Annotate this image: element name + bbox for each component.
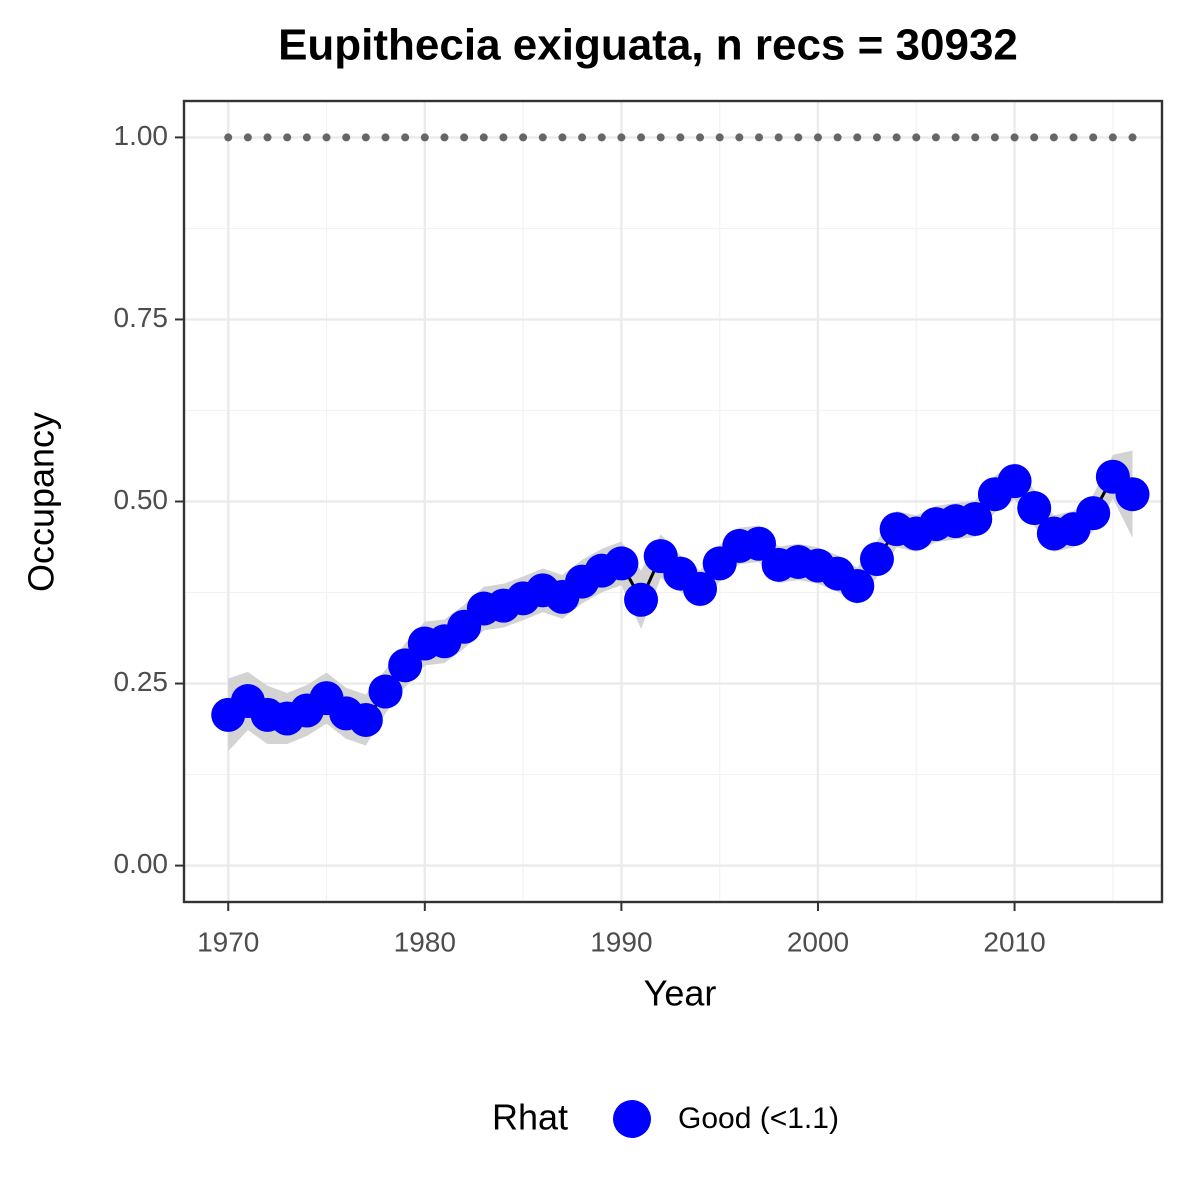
data-point (604, 546, 639, 581)
data-point (683, 571, 718, 606)
reference-dot (872, 133, 881, 142)
y-tick-label: 0.50 (114, 484, 169, 515)
x-axis-label: Year (644, 973, 717, 1014)
data-point (1076, 496, 1111, 531)
reference-dot (1089, 133, 1098, 142)
grid (184, 101, 1162, 902)
reference-dot (342, 133, 351, 142)
reference-dot (420, 133, 429, 142)
data-point (348, 702, 383, 737)
reference-dot (813, 133, 822, 142)
reference-dot (637, 133, 646, 142)
data-point (958, 501, 993, 536)
legend-marker (613, 1100, 651, 1138)
reference-dot (715, 133, 724, 142)
reference-dot (951, 133, 960, 142)
reference-dot (1049, 133, 1058, 142)
reference-dot (971, 133, 980, 142)
legend: Rhat Good (<1.1) (492, 1097, 839, 1138)
reference-dot (361, 133, 370, 142)
reference-dot (283, 133, 292, 142)
reference-dot (617, 133, 626, 142)
reference-dot (1010, 133, 1019, 142)
data-point (840, 568, 875, 603)
chart-title: Eupithecia exiguata, n recs = 30932 (278, 21, 1018, 70)
reference-dot (774, 133, 783, 142)
reference-dot (243, 133, 252, 142)
reference-dot (755, 133, 764, 142)
y-tick-label: 0.25 (114, 666, 169, 697)
reference-dot (479, 133, 488, 142)
reference-dot (1108, 133, 1117, 142)
reference-dot (656, 133, 665, 142)
reference-dot (1069, 133, 1078, 142)
x-tick-label: 1980 (394, 926, 456, 957)
reference-dot (735, 133, 744, 142)
reference-dot (1030, 133, 1039, 142)
reference-dot (538, 133, 547, 142)
reference-dot (597, 133, 606, 142)
reference-dot (833, 133, 842, 142)
reference-dot (460, 133, 469, 142)
reference-dot (794, 133, 803, 142)
y-axis-label: Occupancy (21, 412, 62, 592)
reference-dot (578, 133, 587, 142)
data-point (1017, 491, 1052, 526)
data-point (388, 648, 423, 683)
y-tick-label: 0.75 (114, 302, 169, 333)
reference-dot (401, 133, 410, 142)
y-tick-label: 1.00 (114, 120, 169, 151)
legend-label: Good (<1.1) (678, 1102, 839, 1135)
reference-dot (912, 133, 921, 142)
reference-dot (440, 133, 449, 142)
reference-dot (676, 133, 685, 142)
x-tick-label: 2000 (787, 926, 849, 957)
data-point (1115, 477, 1150, 512)
x-tick-label: 1990 (590, 926, 652, 957)
reference-dot (263, 133, 272, 142)
reference-dot (931, 133, 940, 142)
reference-dot (499, 133, 508, 142)
x-tick-label: 1970 (197, 926, 259, 957)
reference-dot (224, 133, 233, 142)
reference-dot (696, 133, 705, 142)
data-point (997, 464, 1032, 499)
reference-dot (519, 133, 528, 142)
axes: 0.00 0.25 0.50 0.75 1.00 1970 1980 1990 2000 2010 (114, 99, 1164, 957)
data-point (368, 674, 403, 709)
x-tick-label: 2010 (983, 926, 1045, 957)
data-point (624, 582, 659, 617)
legend-title: Rhat (492, 1097, 568, 1138)
panel-border (182, 99, 1164, 904)
y-tick-label: 0.00 (114, 848, 169, 879)
reference-dot (302, 133, 311, 142)
reference-dot (990, 133, 999, 142)
reference-dot (1128, 133, 1137, 142)
reference-dot (381, 133, 390, 142)
data-point (859, 542, 894, 577)
plot-area (211, 133, 1150, 752)
reference-dot (322, 133, 331, 142)
reference-dot (892, 133, 901, 142)
reference-dot (558, 133, 567, 142)
reference-dot (853, 133, 862, 142)
